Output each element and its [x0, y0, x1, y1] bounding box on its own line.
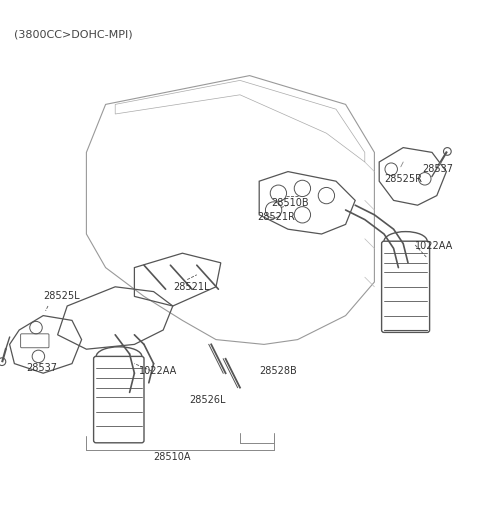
Text: 28521L: 28521L	[173, 282, 209, 292]
Text: (3800CC>DOHC-MPI): (3800CC>DOHC-MPI)	[14, 30, 133, 40]
Text: 1022AA: 1022AA	[139, 366, 178, 376]
Circle shape	[0, 358, 6, 365]
Text: 28528B: 28528B	[259, 366, 297, 376]
Text: 28525R: 28525R	[384, 174, 422, 184]
Text: 28510A: 28510A	[154, 452, 191, 462]
Text: 28526L: 28526L	[190, 395, 226, 405]
Circle shape	[444, 148, 451, 155]
Text: 28537: 28537	[422, 164, 454, 174]
Text: 28537: 28537	[26, 363, 58, 374]
Text: 28525L: 28525L	[43, 292, 80, 301]
Text: 28510B: 28510B	[271, 198, 309, 208]
Text: 1022AA: 1022AA	[415, 241, 454, 251]
Text: 28521R: 28521R	[257, 212, 295, 222]
